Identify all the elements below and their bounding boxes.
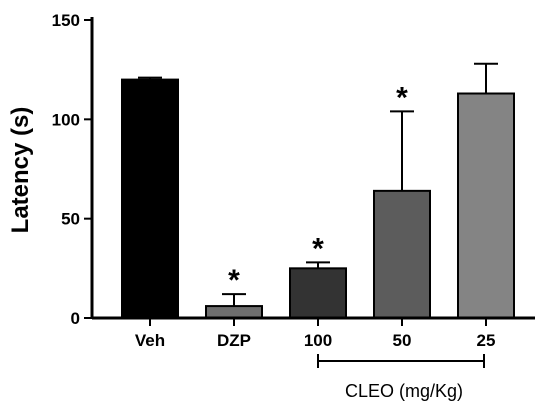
y-ticks-layer: 0 50 100 150	[52, 11, 92, 328]
bar-50	[373, 189, 431, 319]
axes-layer	[90, 17, 535, 320]
y-tick-label-0: 0	[71, 309, 80, 328]
y-tick-label-150: 150	[52, 11, 80, 30]
bar-100	[289, 267, 347, 320]
x-tick-label-DZP: DZP	[217, 331, 251, 350]
bar-DZP	[205, 305, 263, 319]
bar-Veh	[121, 78, 179, 319]
bars-layer	[121, 78, 515, 320]
significance-DZP: *	[228, 264, 240, 297]
x-tick-label-50: 50	[393, 331, 412, 350]
significance-50: *	[396, 81, 408, 114]
x-ticks-layer: Veh DZP 100 50 25	[135, 318, 496, 350]
y-tick-label-100: 100	[52, 110, 80, 129]
x-tick-label-Veh: Veh	[135, 331, 165, 350]
bar-25	[457, 92, 515, 319]
group-label: CLEO (mg/Kg)	[345, 381, 463, 401]
y-tick-label-50: 50	[61, 210, 80, 229]
significance-100: *	[312, 232, 324, 265]
significance-layer: * * *	[228, 81, 408, 297]
group-bracket: CLEO (mg/Kg)	[317, 354, 485, 401]
x-tick-label-25: 25	[477, 331, 496, 350]
error-bars-layer	[138, 62, 498, 307]
x-tick-label-100: 100	[304, 331, 332, 350]
y-axis-title: Latency (s)	[7, 107, 34, 234]
